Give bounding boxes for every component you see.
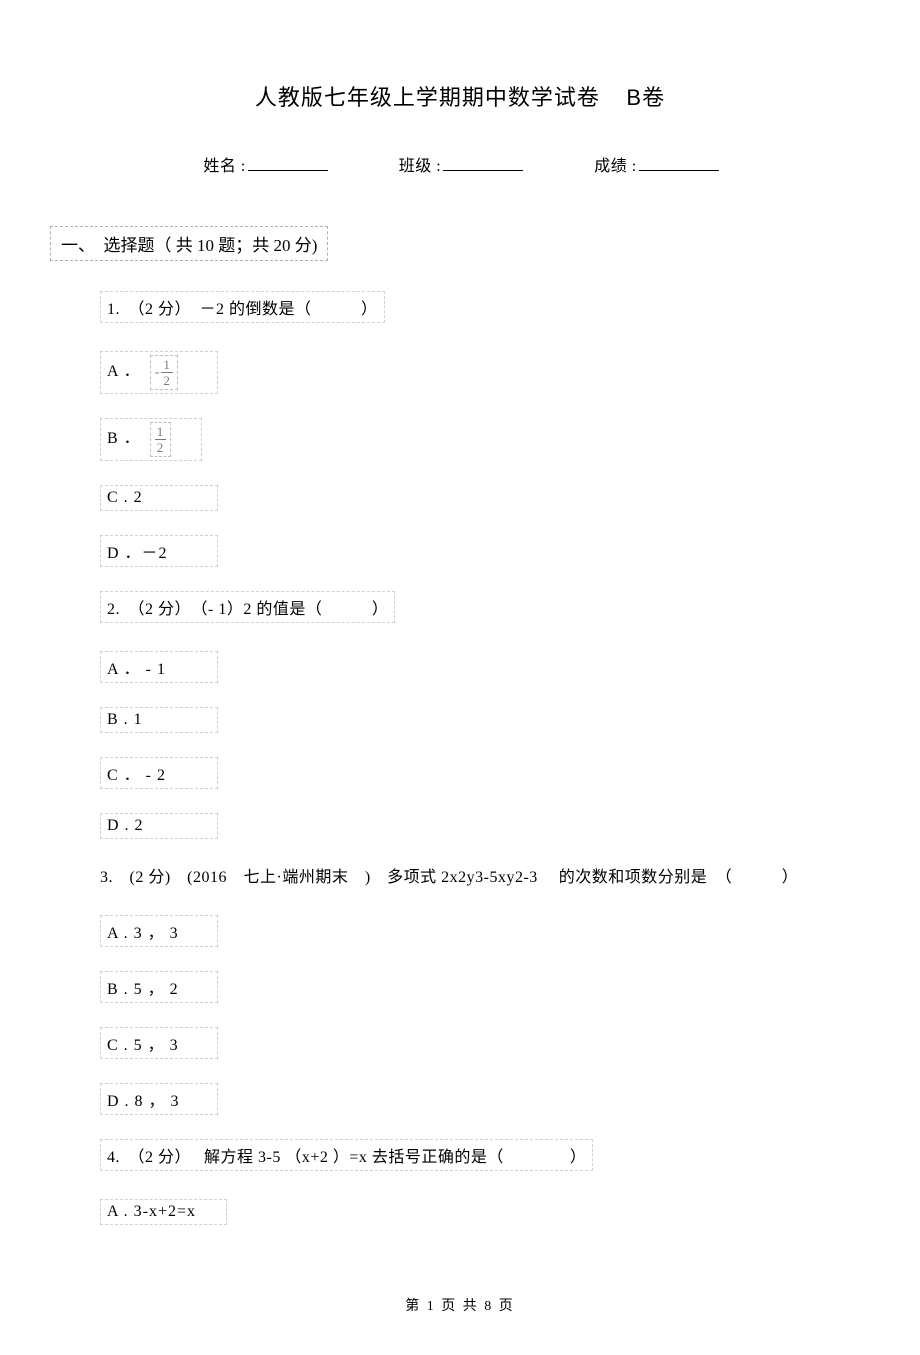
q1-a-num: 1 <box>161 358 173 373</box>
q1-b-value: 12 <box>150 422 172 457</box>
q2-option-d: D . 2 <box>100 813 860 839</box>
q1-b-num: 1 <box>155 425 167 440</box>
section-1-header: 一、 选择题（ 共 10 题；共 20 分) <box>50 226 328 261</box>
q2-a-text: A ． - 1 <box>100 651 218 683</box>
q2-option-a: A ． - 1 <box>100 651 860 683</box>
q3-c-text: C . 5 ， 3 <box>100 1027 218 1059</box>
q2-option-c: C ． - 2 <box>100 757 860 789</box>
q2-option-b: B . 1 <box>100 707 860 733</box>
q4-stem: 4. （2 分） 解方程 3-5 （x+2 ）=x 去括号正确的是（ ） <box>100 1139 860 1171</box>
q1-option-a: A ． -12 <box>100 351 860 394</box>
q1-a-den: 2 <box>161 373 173 387</box>
q1-option-c: C . 2 <box>100 485 860 511</box>
q4-option-a: A . 3-x+2=x <box>100 1199 860 1225</box>
minus-sign: - <box>155 365 161 380</box>
q3-a-text: A . 3 ， 3 <box>100 915 218 947</box>
q3-stem-text: 3. (2 分) (2016 七上·端州期末 ) 多项式 2x2y3-5xy2-… <box>100 869 798 886</box>
q1-b-prefix: B ． <box>107 430 141 447</box>
q4-a-text: A . 3-x+2=x <box>100 1199 227 1225</box>
q3-option-a: A . 3 ， 3 <box>100 915 860 947</box>
title-main: 人教版七年级上学期期中数学试卷 <box>255 85 600 110</box>
student-info-line: 姓名 : 班级 : 成绩 : <box>60 152 860 176</box>
name-label: 姓名 : <box>203 158 245 175</box>
q1-b-den: 2 <box>155 440 167 454</box>
q1-c-text: C . 2 <box>100 485 218 511</box>
exam-title: 人教版七年级上学期期中数学试卷 B卷 <box>60 80 860 112</box>
name-blank <box>248 156 328 171</box>
class-blank <box>443 156 523 171</box>
score-blank <box>639 156 719 171</box>
q3-option-c: C . 5 ， 3 <box>100 1027 860 1059</box>
q1-a-value: -12 <box>150 355 178 390</box>
q3-option-b: B . 5 ， 2 <box>100 971 860 1003</box>
q1-d-text: D ．－2 <box>100 535 218 567</box>
score-label: 成绩 : <box>594 158 636 175</box>
q2-d-text: D . 2 <box>100 813 218 839</box>
q1-option-d: D ．－2 <box>100 535 860 567</box>
q1-a-prefix: A ． <box>107 363 141 380</box>
q1-option-b: B ． 12 <box>100 418 860 461</box>
q3-b-text: B . 5 ， 2 <box>100 971 218 1003</box>
q3-option-d: D . 8 ， 3 <box>100 1083 860 1115</box>
class-label: 班级 : <box>399 158 441 175</box>
q3-stem: 3. (2 分) (2016 七上·端州期末 ) 多项式 2x2y3-5xy2-… <box>100 863 860 887</box>
title-volume: B卷 <box>626 85 665 110</box>
page-footer: 第 1 页 共 8 页 <box>60 1295 860 1315</box>
q4-stem-text: 4. （2 分） 解方程 3-5 （x+2 ）=x 去括号正确的是（ ） <box>100 1139 593 1171</box>
q3-d-text: D . 8 ， 3 <box>100 1083 218 1115</box>
q2-c-text: C ． - 2 <box>100 757 218 789</box>
q2-b-text: B . 1 <box>100 707 218 733</box>
q2-stem-text: 2. （2 分） （- 1）2 的值是（ ） <box>100 591 395 623</box>
q1-stem: 1. （2 分） －2 的倒数是（ ） <box>100 291 860 323</box>
q2-stem: 2. （2 分） （- 1）2 的值是（ ） <box>100 591 860 623</box>
q1-stem-text: 1. （2 分） －2 的倒数是（ ） <box>100 291 385 323</box>
